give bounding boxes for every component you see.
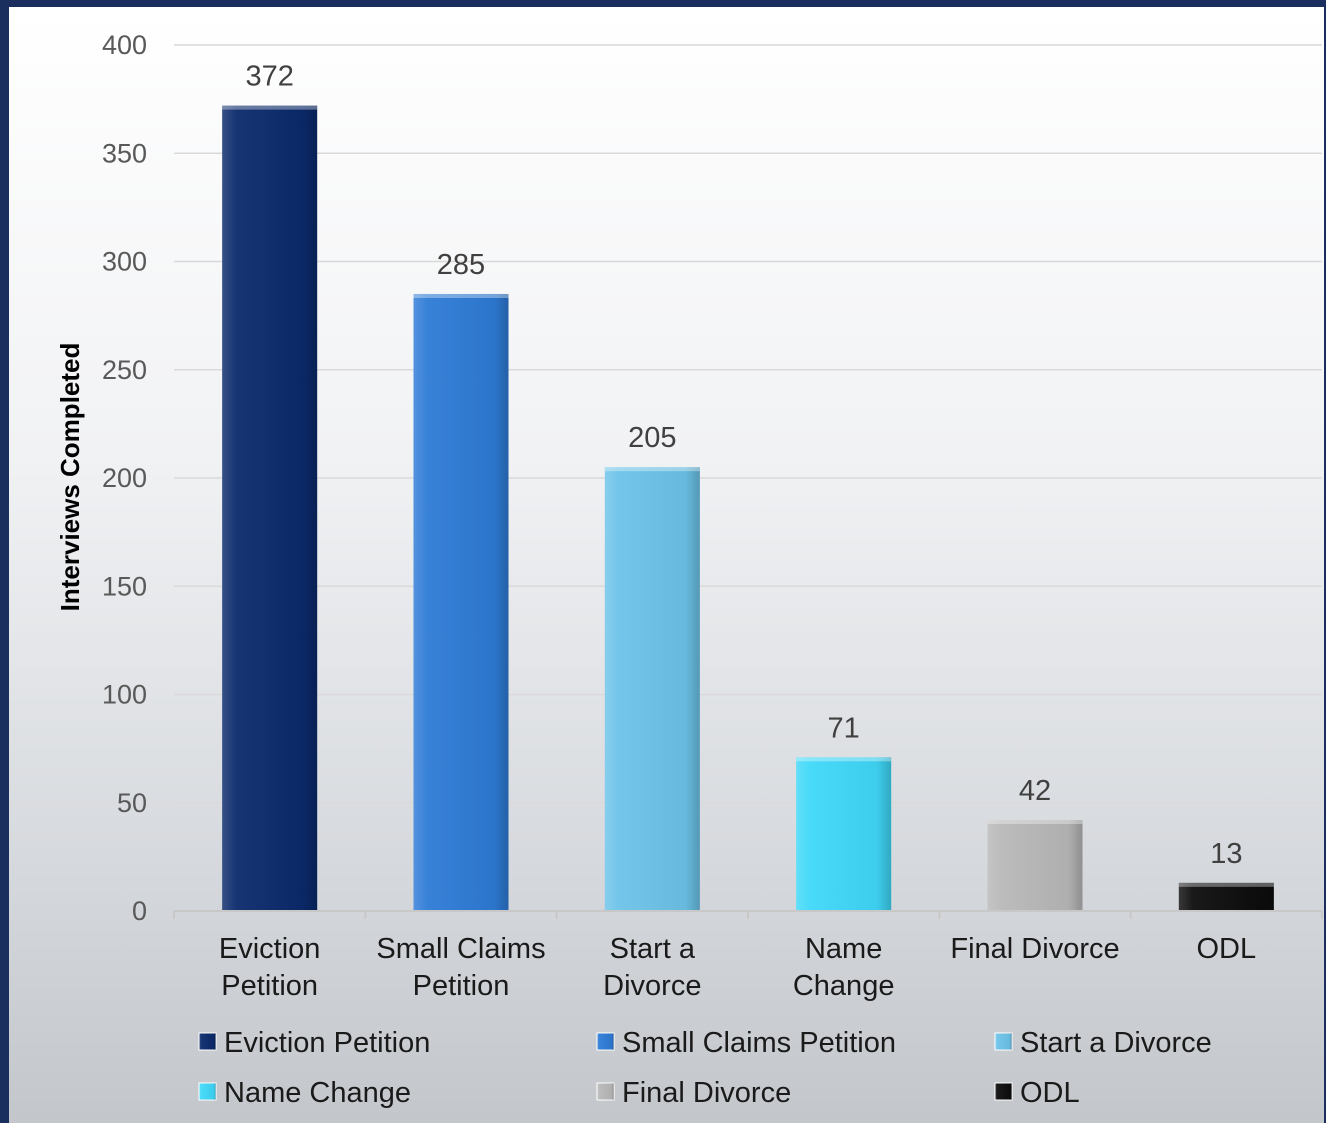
legend-label: Small Claims Petition: [622, 1027, 896, 1059]
legend-label: ODL: [1020, 1077, 1080, 1109]
bar-sheen: [413, 293, 509, 912]
y-tick-label: 350: [102, 138, 147, 168]
legend-item: Start a Divorce: [994, 1027, 1212, 1059]
y-axis-title: Interviews Completed: [55, 343, 85, 612]
bar-sheen: [796, 757, 892, 911]
data-label: 372: [245, 61, 293, 93]
legend-label: Final Divorce: [622, 1077, 791, 1109]
x-category-label: Petition: [221, 970, 318, 1002]
x-category-label: Eviction: [219, 933, 321, 965]
data-label: 42: [1019, 775, 1051, 807]
legend-item: ODL: [994, 1077, 1080, 1109]
data-label: 13: [1210, 838, 1242, 870]
bar-top-highlight: [987, 820, 1083, 825]
bar-chart: 0 50 100 150 200 250 300 350 400 Eviction Petitio…: [55, 30, 1323, 1109]
bar-name-change: [796, 757, 892, 911]
y-tick-label: 100: [102, 680, 147, 710]
bar-top-highlight: [604, 467, 700, 472]
y-tick-label: 250: [102, 355, 147, 385]
y-tick-label: 50: [117, 788, 147, 818]
y-tick-label: 150: [102, 571, 147, 601]
legend-item: Eviction Petition: [198, 1027, 430, 1059]
y-tick-label: 0: [132, 896, 147, 926]
legend-item: Name Change: [198, 1077, 411, 1109]
bar-top-highlight: [796, 757, 892, 762]
y-tick-label: 300: [102, 247, 147, 277]
legend-swatch-sheen: [995, 1083, 1012, 1100]
x-category-label: Small Claims: [376, 933, 545, 965]
bar-odl: [1178, 882, 1274, 911]
x-axis: Eviction Petition Small Claims Petition Star…: [173, 910, 1323, 1002]
bars: [222, 105, 1274, 912]
x-category-label: Final Divorce: [950, 933, 1119, 965]
x-category-label: Divorce: [603, 970, 701, 1002]
legend-swatch-sheen: [199, 1033, 216, 1050]
data-label: 205: [628, 422, 676, 454]
gridlines: [174, 44, 1322, 804]
bar-top-highlight: [413, 293, 509, 298]
legend-label: Start a Divorce: [1020, 1027, 1212, 1059]
x-category-label: Name: [805, 933, 882, 965]
bar-top-highlight: [1178, 882, 1274, 887]
bar-sheen: [604, 467, 700, 911]
x-category-label: ODL: [1197, 933, 1257, 965]
legend-item: Final Divorce: [596, 1077, 791, 1109]
data-label: 285: [437, 249, 485, 281]
data-labels: 372 285 205 71 42 13: [245, 61, 1242, 870]
y-axis-ticks: 0 50 100 150 200 250 300 350 400: [102, 30, 147, 926]
legend-swatch-sheen: [995, 1033, 1012, 1050]
legend: Eviction Petition Small Claims Petition St…: [198, 1027, 1212, 1109]
bar-eviction-petition: [222, 105, 318, 912]
bar-top-highlight: [222, 105, 318, 110]
bar-sheen: [1178, 882, 1274, 911]
y-tick-label: 200: [102, 463, 147, 493]
x-category-label: Petition: [413, 970, 510, 1002]
data-label: 71: [828, 712, 860, 744]
bar-sheen: [987, 820, 1083, 911]
x-category-label: Start a: [610, 933, 696, 965]
legend-swatch-sheen: [597, 1033, 614, 1050]
bar-sheen: [222, 105, 318, 912]
bar-final-divorce: [987, 820, 1083, 911]
x-category-label: Change: [793, 970, 895, 1002]
legend-item: Small Claims Petition: [596, 1027, 896, 1059]
legend-label: Name Change: [224, 1077, 411, 1109]
legend-swatch-sheen: [597, 1083, 614, 1100]
legend-swatch-sheen: [199, 1083, 216, 1100]
y-tick-label: 400: [102, 30, 147, 60]
bar-small-claims-petition: [413, 293, 509, 912]
bar-start-a-divorce: [604, 467, 700, 911]
legend-label: Eviction Petition: [224, 1027, 430, 1059]
